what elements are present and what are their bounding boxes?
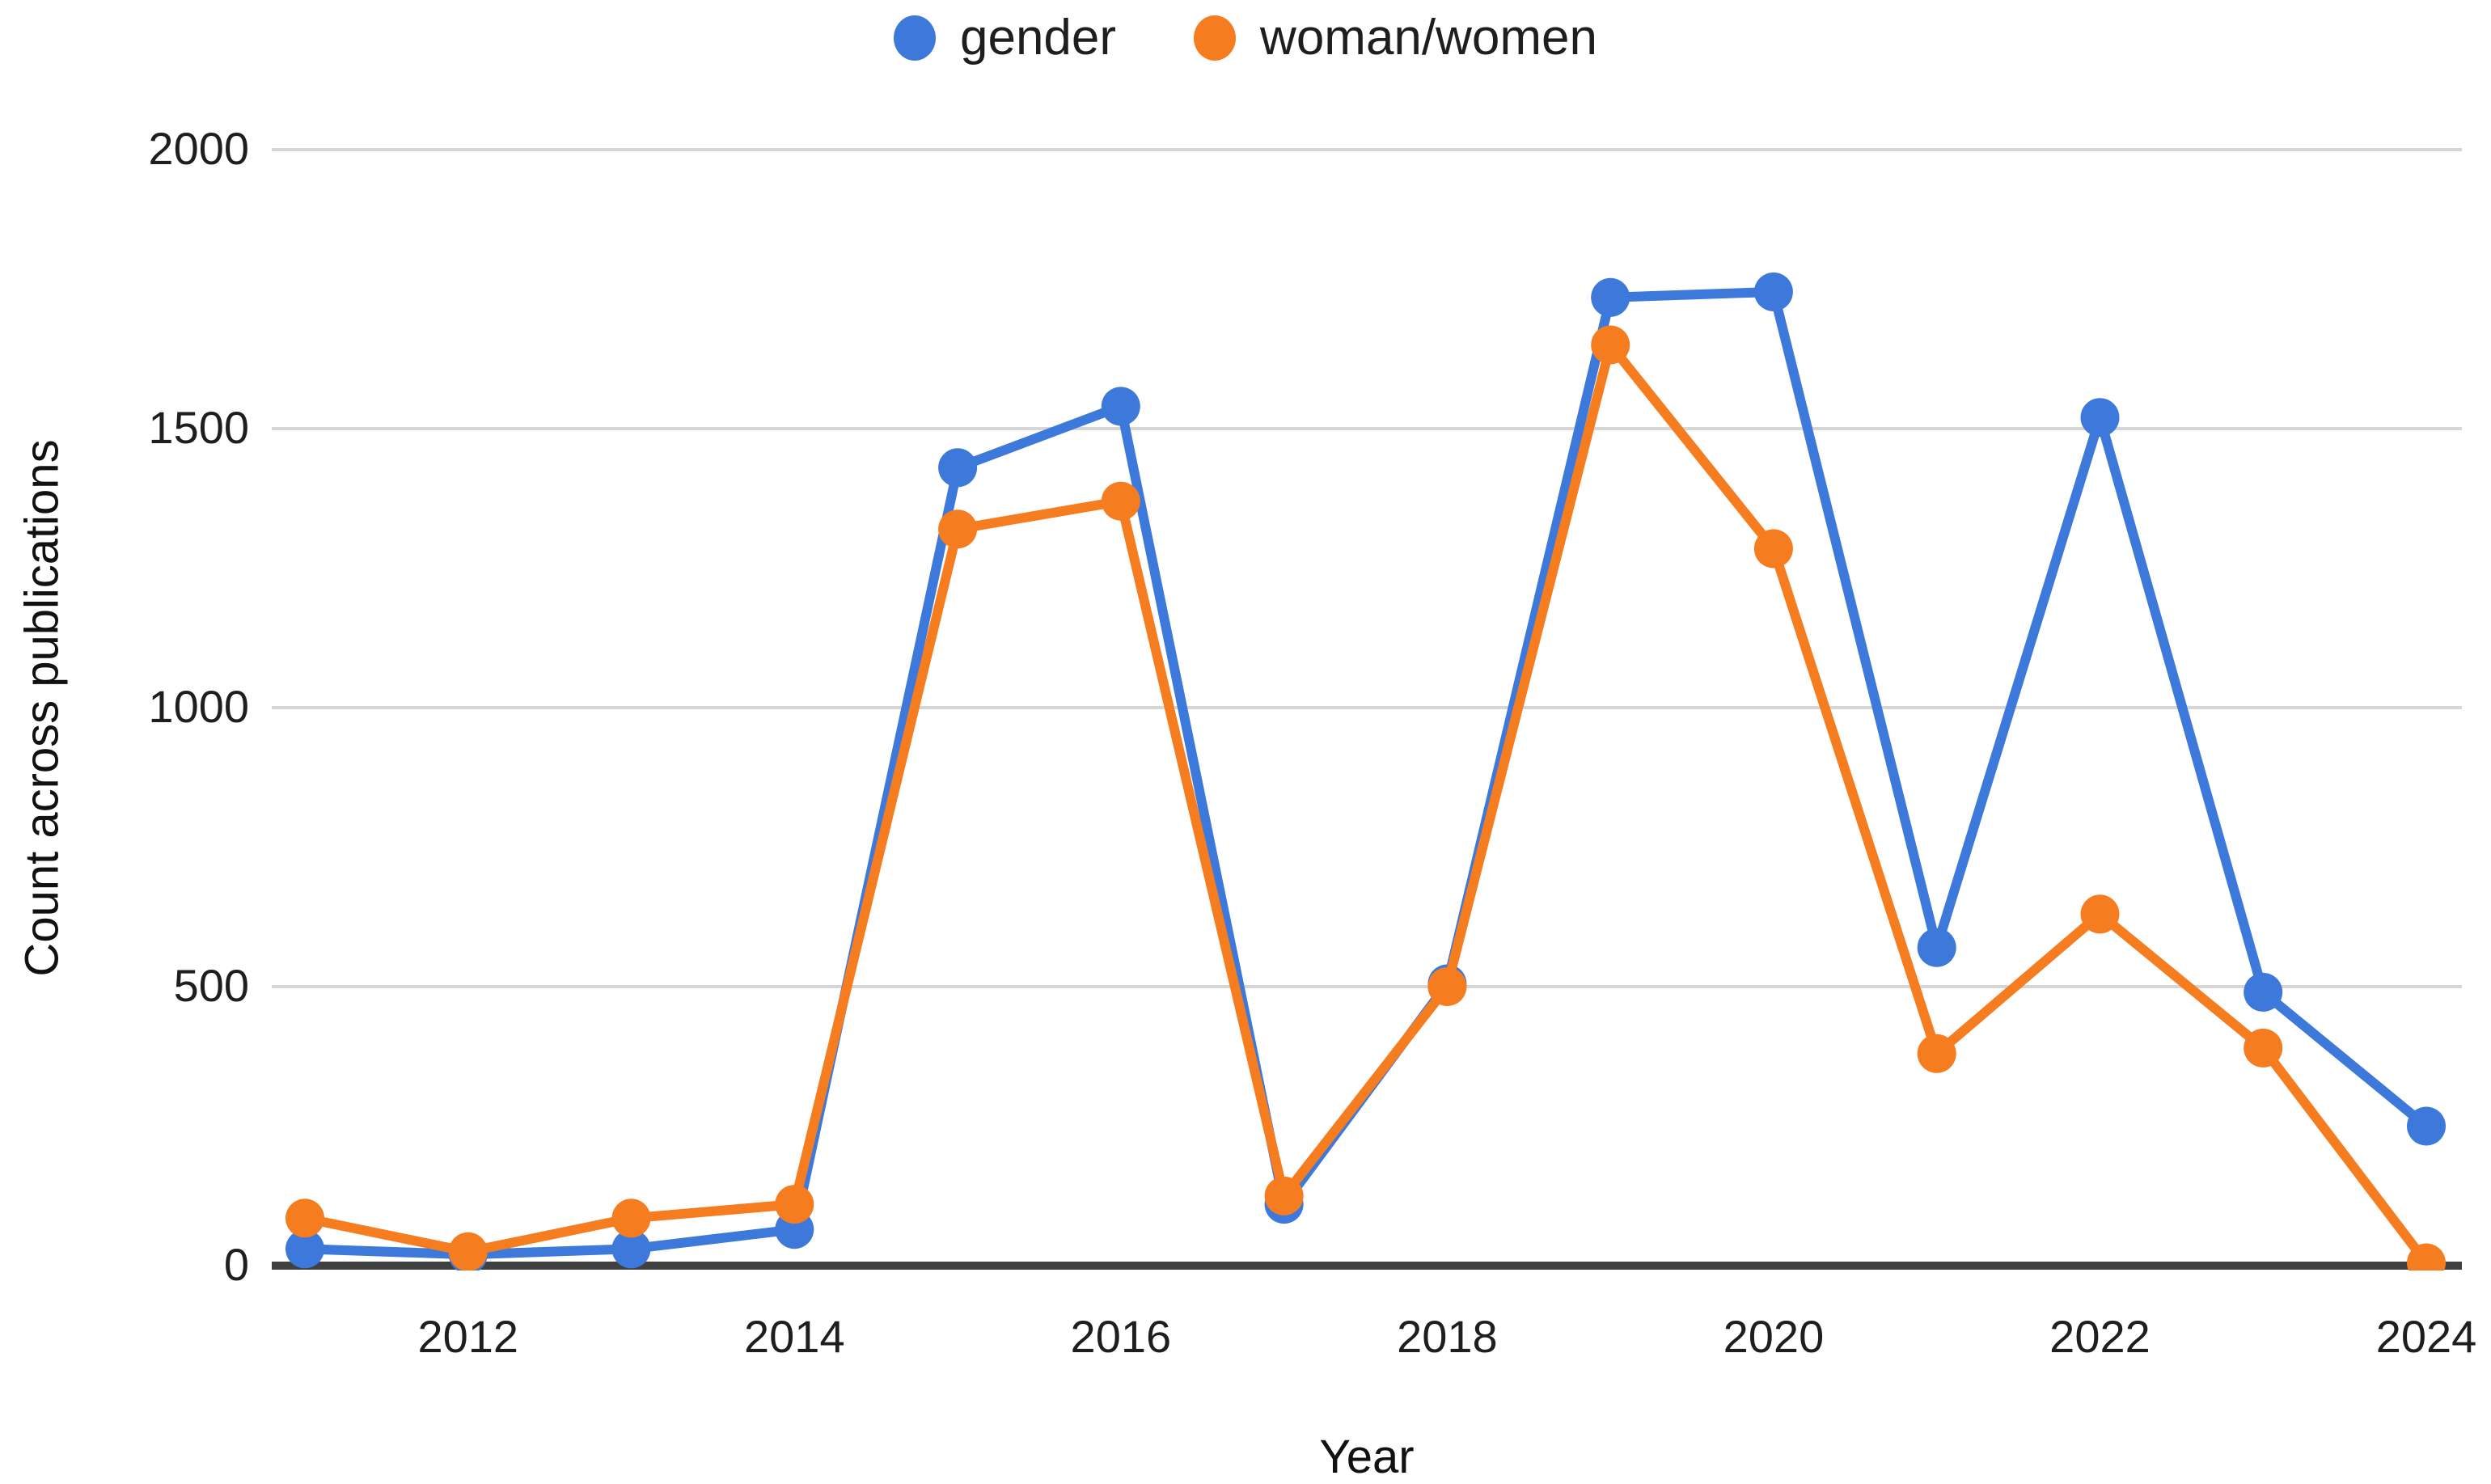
data-point-woman-women-2020 (1753, 529, 1793, 569)
series-group (285, 272, 2446, 1270)
y-tick-label-1000: 1000 (148, 681, 249, 732)
chart-legend: gender woman/women (0, 13, 2491, 63)
legend-marker-gender-icon (893, 15, 936, 61)
y-tick-label-500: 500 (174, 960, 249, 1011)
data-point-woman-women-2021 (1917, 1034, 1956, 1073)
data-point-woman-women-2023 (2244, 1028, 2283, 1068)
data-point-gender-2015 (938, 448, 978, 488)
x-tick-label-2014: 2014 (744, 1311, 845, 1362)
data-point-woman-women-2015 (938, 509, 978, 549)
series-line-woman-women (300, 340, 2431, 1268)
x-axis-title: Year (1319, 1431, 1415, 1483)
x-tick-label-2022: 2022 (2049, 1311, 2151, 1362)
x-tick-label-2018: 2018 (1397, 1311, 1498, 1362)
legend-item-gender: gender (893, 10, 1117, 66)
data-point-gender-2011 (285, 1229, 324, 1269)
data-point-gender-2024 (2407, 1106, 2446, 1146)
y-tick-label-0: 0 (224, 1239, 249, 1290)
data-point-woman-women-2013 (611, 1199, 651, 1238)
x-tick-label-2024: 2024 (2376, 1311, 2477, 1362)
legend-item-woman-women: woman/women (1194, 13, 1597, 63)
data-point-gender-2021 (1917, 928, 1956, 967)
data-point-woman-women-2018 (1427, 967, 1467, 1006)
x-tick-label-2012: 2012 (417, 1311, 518, 1362)
y-tick-label-1500: 1500 (148, 402, 249, 453)
data-point-woman-women-2024 (2407, 1243, 2446, 1270)
x-tick-label-2016: 2016 (1071, 1311, 1172, 1362)
data-point-gender-2023 (2244, 972, 2283, 1012)
data-point-woman-women-2014 (775, 1185, 814, 1224)
data-point-gender-2020 (1753, 272, 1793, 311)
data-point-woman-women-2012 (448, 1232, 488, 1270)
legend-marker-woman-women-icon (1194, 15, 1237, 61)
data-point-gender-2022 (2080, 398, 2120, 438)
data-point-woman-women-2011 (285, 1199, 324, 1238)
legend-label-gender: gender (959, 10, 1117, 66)
data-point-woman-women-2022 (2080, 894, 2120, 934)
data-point-gender-2019 (1591, 277, 1630, 317)
data-point-gender-2016 (1101, 387, 1140, 426)
data-point-woman-women-2016 (1101, 481, 1140, 521)
series-line-gender (300, 286, 2431, 1260)
data-point-woman-women-2017 (1264, 1176, 1304, 1216)
x-tick-label-2020: 2020 (1723, 1311, 1825, 1362)
data-point-woman-women-2019 (1591, 325, 1630, 365)
data-point-gender-2013 (611, 1229, 651, 1269)
y-tick-label-2000: 2000 (148, 123, 249, 174)
legend-label-woman-women: woman/women (1260, 10, 1598, 66)
